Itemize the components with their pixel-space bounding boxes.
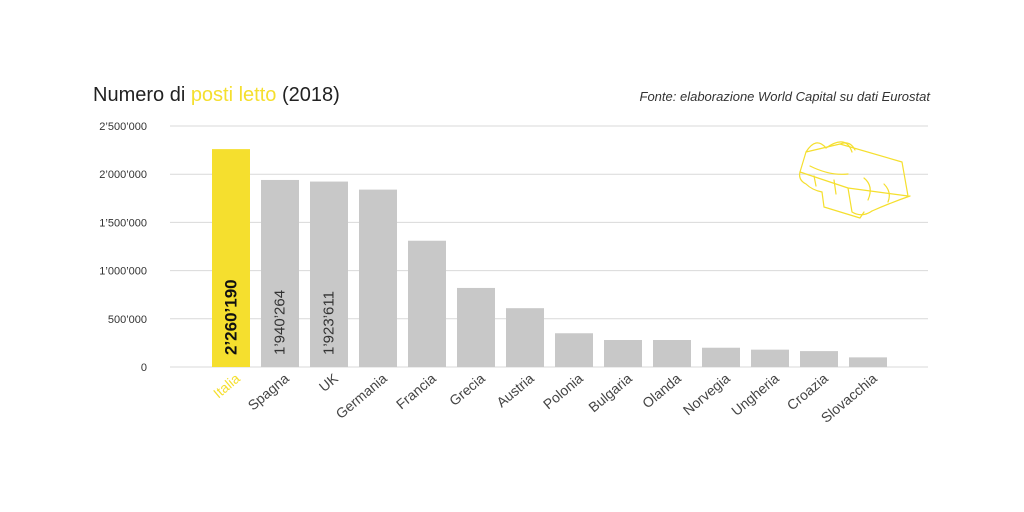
bar-uk — [310, 181, 348, 367]
x-tick-label: Italia — [210, 370, 243, 401]
y-tick-label: 500’000 — [108, 314, 147, 326]
bars — [212, 149, 887, 367]
x-tick-label: UK — [316, 370, 342, 395]
y-tick-label: 1’500’000 — [99, 217, 147, 229]
y-tick-label: 2’500’000 — [99, 121, 147, 133]
bed-icon — [799, 141, 911, 219]
x-tick-label: Grecia — [446, 370, 488, 409]
data-label: 2’260’190 — [222, 279, 241, 355]
x-tick-label: Austria — [493, 370, 537, 410]
x-tick-label: Spagna — [245, 370, 292, 413]
y-tick-label: 1’000’000 — [99, 266, 147, 278]
x-tick-label: Bulgaria — [585, 370, 635, 415]
bar-italia — [212, 149, 250, 367]
x-tick-label: Ungheria — [728, 370, 782, 419]
source-note: Fonte: elaborazione World Capital su dat… — [639, 89, 931, 104]
bar-grecia — [457, 287, 495, 367]
data-label: 1’923’611 — [321, 291, 338, 355]
x-tick-label: Germania — [333, 370, 391, 422]
x-tick-label: Polonia — [540, 370, 586, 412]
data-labels: 2’260’190 1’940’264 1’923’611 — [222, 279, 338, 355]
bar-polonia — [555, 333, 593, 367]
bar-spagna — [261, 179, 299, 367]
y-tick-label: 2’000’000 — [99, 169, 147, 181]
bar-norvegia — [702, 347, 740, 367]
title-highlight: posti letto — [190, 84, 277, 106]
x-tick-label: Francia — [393, 370, 439, 412]
bar-slovacchia — [849, 357, 887, 367]
bar-francia — [408, 240, 446, 367]
bar-ungheria — [751, 349, 789, 367]
chart-title: Numero di posti letto (2018) — [93, 84, 340, 107]
bar-austria — [506, 308, 544, 367]
bar-croazia — [800, 351, 838, 367]
title-prefix: Numero di — [93, 84, 191, 106]
bar-bulgaria — [604, 340, 642, 367]
x-tick-label: Olanda — [639, 370, 684, 411]
title-suffix: (2018) — [276, 84, 340, 106]
bar-olanda — [653, 340, 691, 367]
bar-germania — [359, 189, 397, 367]
x-tick-label: Norvegia — [680, 370, 733, 418]
y-axis-ticks: 0 500’000 1’000’000 1’500’000 2’000’000 2’500… — [99, 121, 147, 374]
x-tick-label: Croazia — [784, 370, 831, 413]
y-tick-label: 0 — [141, 362, 147, 374]
data-label: 1’940’264 — [272, 290, 289, 355]
